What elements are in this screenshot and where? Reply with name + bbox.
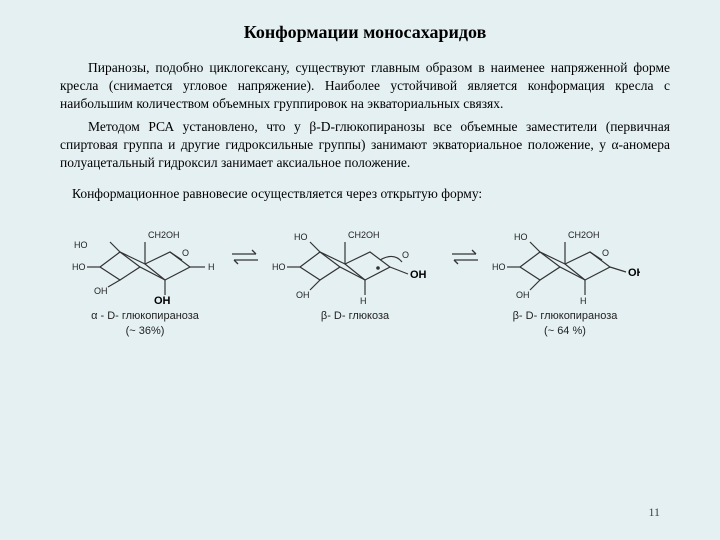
open-chain-svg: HO HO CH2OH O OH H OH	[270, 212, 440, 307]
label-oh-anomeric: OH	[154, 295, 171, 307]
caption-beta-pct: (~ 64 %)	[544, 325, 586, 337]
label-o: O	[602, 248, 609, 258]
label-ho: HO	[74, 240, 88, 250]
paragraph-1: Пиранозы, подобно циклогексану, существу…	[60, 59, 670, 114]
structure-alpha: HO HO CH2OH O H OH OH α - D- глюкопирано…	[70, 212, 220, 338]
structure-beta: HO HO CH2OH O OH H OH β- D- глюкопираноз…	[490, 212, 640, 338]
equilibrium-caption: Конформационное равновесие осуществляетс…	[72, 186, 670, 202]
page-number: 11	[648, 505, 660, 520]
caption-alpha-pct: (~ 36%)	[126, 325, 165, 337]
caption-alpha: α - D- глюкопираноза (~ 36%)	[91, 309, 199, 338]
slide-page: Конформации моносахаридов Пиранозы, подо…	[0, 0, 720, 540]
structure-open: HO HO CH2OH O OH H OH β- D- глюкоза	[270, 212, 440, 323]
label-ho: HO	[294, 232, 308, 242]
label-ch2oh: CH2OH	[148, 230, 180, 240]
caption-open: β- D- глюкоза	[321, 309, 389, 323]
caption-open-name: β- D- глюкоза	[321, 310, 389, 322]
label-oh: OH	[94, 286, 108, 296]
label-ho: HO	[492, 262, 506, 272]
caption-beta: β- D- глюкопираноза (~ 64 %)	[513, 309, 618, 338]
label-ch2oh: CH2OH	[568, 230, 600, 240]
label-h: H	[208, 262, 215, 272]
label-oh-anomeric: OH	[410, 269, 427, 281]
structures-row: HO HO CH2OH O H OH OH α - D- глюкопирано…	[70, 212, 670, 338]
label-oh-anomeric: OH	[628, 267, 640, 279]
label-ho: HO	[72, 262, 86, 272]
label-ho: HO	[272, 262, 286, 272]
chair-beta-svg: HO HO CH2OH O OH H OH	[490, 212, 640, 307]
equilibrium-arrow-1	[228, 212, 262, 302]
caption-alpha-name: α - D- глюкопираноза	[91, 310, 199, 322]
page-title: Конформации моносахаридов	[60, 22, 670, 43]
label-o: O	[402, 250, 409, 260]
equilibrium-arrow-2	[448, 212, 482, 302]
label-oh: OH	[296, 290, 310, 300]
chair-alpha-svg: HO HO CH2OH O H OH OH	[70, 212, 220, 307]
label-ch2oh: CH2OH	[348, 230, 380, 240]
label-h: H	[580, 296, 587, 306]
paragraph-2: Методом РСА установлено, что у β-D-глюко…	[60, 118, 670, 173]
label-o: O	[182, 248, 189, 258]
label-ho: HO	[514, 232, 528, 242]
caption-beta-name: β- D- глюкопираноза	[513, 310, 618, 322]
label-oh: OH	[516, 290, 530, 300]
label-h: H	[360, 296, 367, 306]
